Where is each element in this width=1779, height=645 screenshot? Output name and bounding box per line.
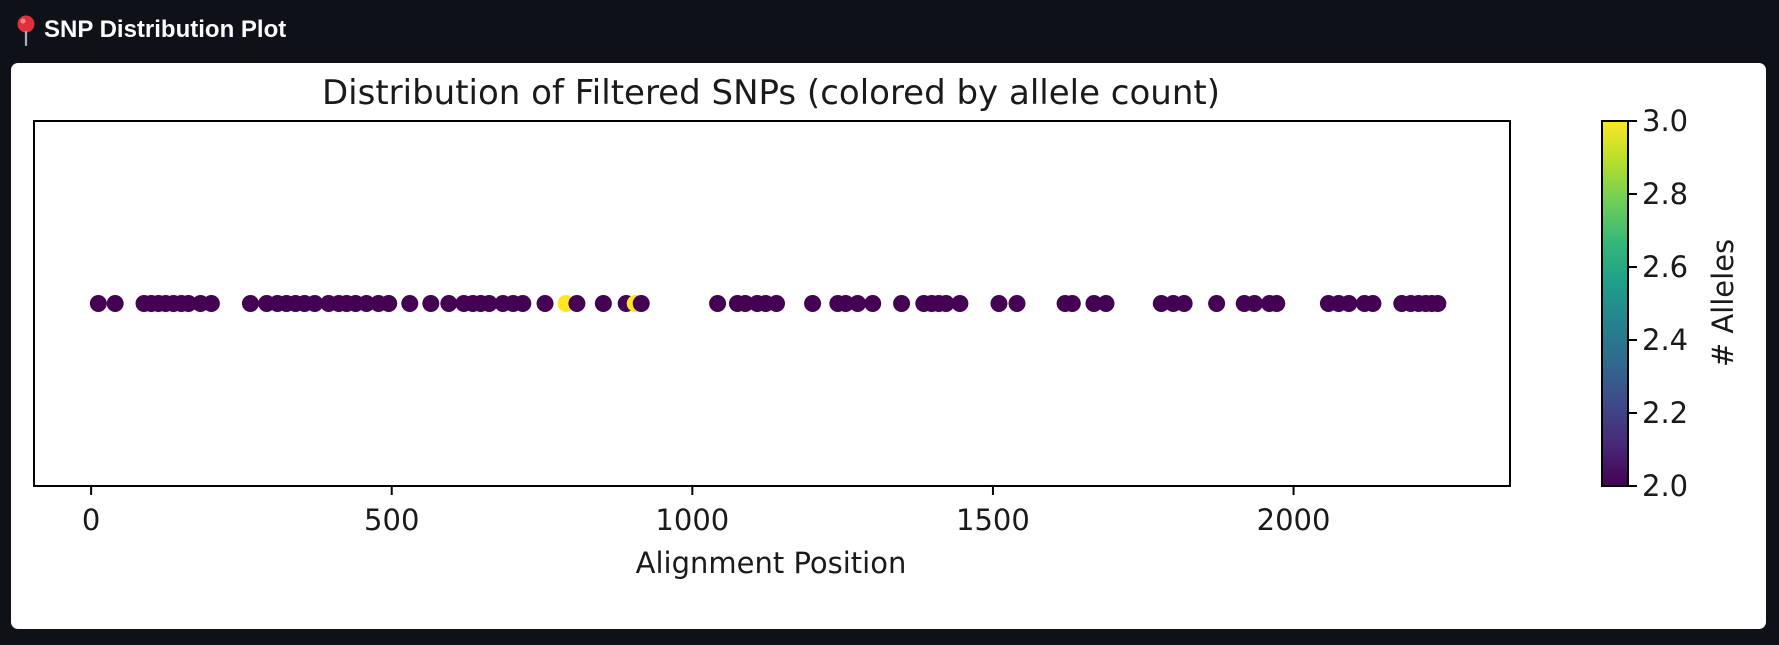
colorbar-tick-label: 2.2: [1642, 396, 1688, 430]
snp-point: [380, 295, 398, 312]
page-header: SNP Distribution Plot: [14, 10, 286, 50]
snp-point: [709, 295, 727, 312]
snp-point: [180, 295, 198, 312]
snp-point: [804, 295, 822, 312]
snp-point: [736, 295, 754, 312]
snp-point: [1429, 295, 1447, 312]
snp-point: [514, 295, 532, 312]
snp-point: [1097, 295, 1115, 312]
colorbar-ticks: 2.0 2.2 2.4 2.6 2.8 3.0: [1628, 104, 1688, 503]
snp-point: [1208, 295, 1226, 312]
snp-point: [594, 295, 612, 312]
snp-point: [937, 295, 955, 312]
snp-point: [1340, 295, 1358, 312]
snp-point: [106, 295, 124, 312]
snp-point: [357, 295, 375, 312]
snp-point: [1063, 295, 1081, 312]
snp-point: [893, 295, 911, 312]
x-axis-ticks: 0 500 1000 1500 2000: [82, 486, 1331, 537]
snp-point: [1364, 295, 1382, 312]
pin-icon: [17, 15, 35, 46]
snp-point: [1245, 295, 1263, 312]
snp-point: [951, 295, 969, 312]
snp-point: [990, 295, 1008, 312]
snp-point: [401, 295, 419, 312]
x-tick-label: 500: [364, 503, 419, 537]
page-title: SNP Distribution Plot: [44, 16, 287, 43]
snp-point: [632, 295, 650, 312]
colorbar-tick-label: 2.0: [1642, 469, 1688, 503]
colorbar-tick-label: 3.0: [1642, 104, 1688, 138]
x-tick-label: 0: [82, 503, 100, 537]
x-tick-label: 1000: [655, 503, 729, 537]
colorbar-tick-label: 2.4: [1642, 323, 1688, 357]
colorbar-label: # Alleles: [1706, 239, 1740, 367]
snp-point: [1008, 295, 1026, 312]
snp-point: [1175, 295, 1193, 312]
x-axis-label: Alignment Position: [636, 546, 907, 580]
colorbar-tick-label: 2.6: [1642, 250, 1688, 284]
colorbar-tick-label: 2.8: [1642, 177, 1688, 211]
snp-point: [864, 295, 882, 312]
snp-point: [1085, 295, 1103, 312]
colorbar: [1602, 121, 1628, 486]
snp-point: [422, 295, 440, 312]
snp-point: [768, 295, 786, 312]
snp-point: [241, 295, 259, 312]
snp-scatter-chart: Distribution of Filtered SNPs (colored b…: [33, 73, 1740, 580]
chart-card: Distribution of Filtered SNPs (colored b…: [11, 63, 1766, 629]
snp-point: [536, 295, 554, 312]
snp-point: [440, 295, 458, 312]
plot-area-frame: [33, 120, 1511, 487]
snp-point: [306, 295, 324, 312]
chart-title: Distribution of Filtered SNPs (colored b…: [322, 73, 1220, 113]
snp-point: [202, 295, 220, 312]
snp-point: [480, 295, 498, 312]
scatter-points: [89, 295, 1447, 312]
snp-point: [568, 295, 586, 312]
colorbar-frame: [1601, 120, 1629, 487]
x-tick-label: 1500: [956, 503, 1030, 537]
snp-point: [1268, 295, 1286, 312]
x-tick-label: 2000: [1257, 503, 1331, 537]
snp-point: [837, 295, 855, 312]
snp-point: [1152, 295, 1170, 312]
snp-point: [89, 295, 107, 312]
snp-point: [849, 295, 867, 312]
